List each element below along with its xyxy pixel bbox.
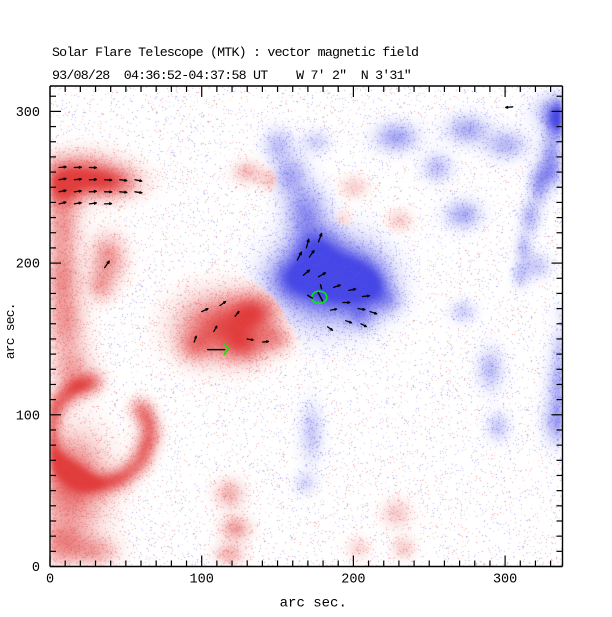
svg-text:100: 100 bbox=[16, 409, 40, 424]
svg-text:200: 200 bbox=[16, 258, 40, 273]
svg-text:arc sec.: arc sec. bbox=[3, 303, 18, 359]
svg-text:0: 0 bbox=[46, 573, 54, 588]
svg-text:0: 0 bbox=[32, 561, 40, 576]
svg-text:200: 200 bbox=[341, 573, 365, 588]
svg-text:100: 100 bbox=[190, 573, 214, 588]
svg-text:arc sec.: arc sec. bbox=[280, 596, 347, 612]
svg-text:300: 300 bbox=[493, 573, 517, 588]
svg-text:300: 300 bbox=[16, 106, 40, 121]
